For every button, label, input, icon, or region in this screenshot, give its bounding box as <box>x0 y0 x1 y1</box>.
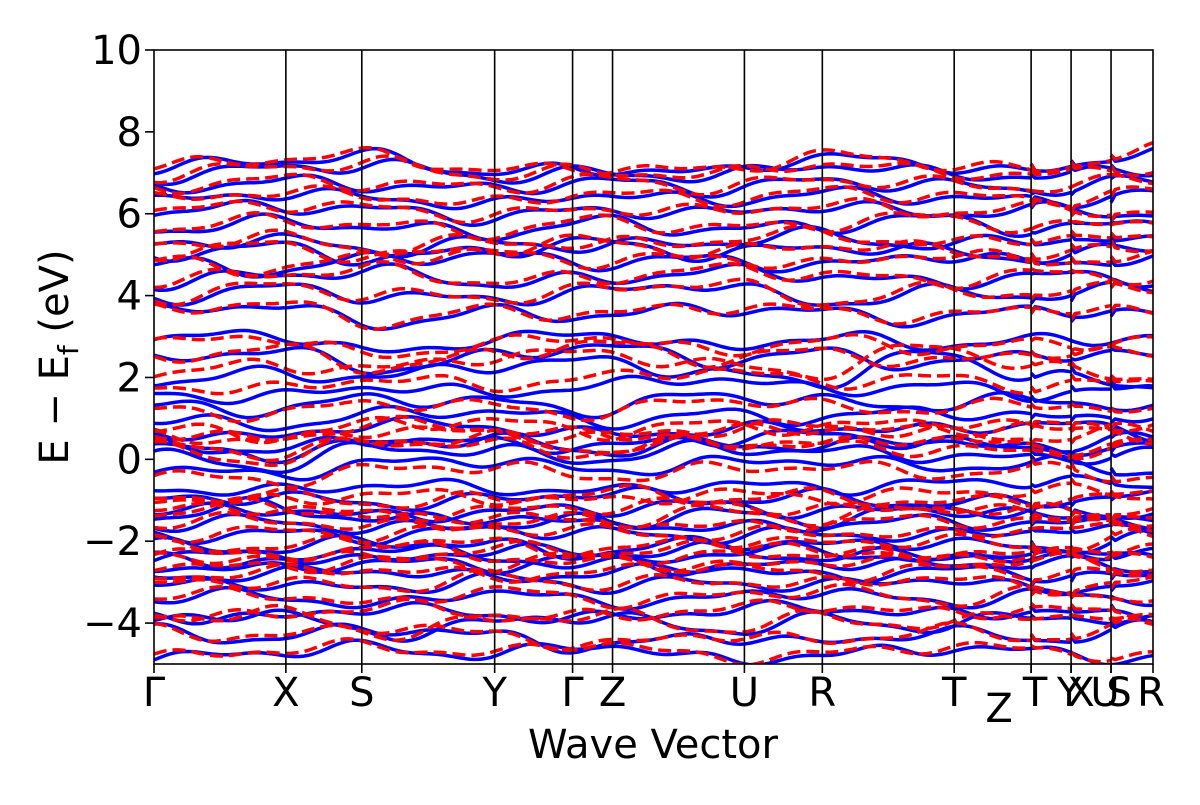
band-line-dashed-red <box>154 154 1153 185</box>
x-tick-label: U <box>730 670 759 716</box>
band-line-solid-blue <box>154 343 1153 376</box>
y-tick-label: 4 <box>117 274 142 320</box>
x-tick-label: Z <box>599 670 626 716</box>
band-line-dashed-red <box>154 415 1153 445</box>
band-line-dashed-red <box>154 396 1153 424</box>
x-tick-label: T <box>1022 670 1048 716</box>
band-line-dashed-red <box>154 637 1153 664</box>
band-line-solid-blue <box>154 471 1153 497</box>
band-line-dashed-red <box>154 428 1153 463</box>
y-axis-label: E − Ef (eV) <box>32 249 85 464</box>
band-line-solid-blue <box>154 173 1153 199</box>
band-line-solid-blue <box>154 235 1153 267</box>
y-axis-label-main: E − E <box>32 355 78 465</box>
band-line-solid-blue <box>154 511 1153 536</box>
band-line-dashed-red <box>154 339 1153 376</box>
band-line-dashed-red <box>154 211 1153 242</box>
x-tick-label: X <box>1067 670 1094 716</box>
x-tick-label: Y <box>1056 670 1082 716</box>
x-tick-label: Y <box>481 670 507 716</box>
bands-layer <box>154 140 1153 664</box>
band-line-solid-blue <box>154 438 1153 475</box>
plot-frame <box>153 49 1154 665</box>
y-tick-label: 8 <box>117 110 142 156</box>
high-symmetry-lines <box>285 50 1112 664</box>
band-line-dashed-red <box>154 496 1153 530</box>
band-line-dashed-red <box>154 414 1153 446</box>
y-axis-ticks: −4 −2 0 2 4 6 8 10 <box>83 28 154 647</box>
band-line-dashed-red <box>154 233 1153 264</box>
x-tick-label: U <box>1090 670 1119 716</box>
band-line-solid-blue <box>154 374 1153 406</box>
band-line-solid-blue <box>154 328 1153 354</box>
band-line-dashed-red <box>154 343 1153 382</box>
band-line-dashed-red <box>154 172 1153 197</box>
x-tick-label: Γ <box>143 670 166 716</box>
band-line-solid-blue <box>154 638 1153 664</box>
y-tick-label: 0 <box>117 437 142 483</box>
y-axis-label-sub: f <box>52 344 85 355</box>
x-tick-label: S <box>349 670 374 716</box>
band-line-dashed-red <box>154 458 1153 489</box>
band-line-dashed-red <box>154 603 1153 642</box>
x-tick-label: T <box>941 670 967 716</box>
x-tick-label: Γ <box>561 670 584 716</box>
band-line-dashed-red <box>154 567 1153 599</box>
y-tick-label: 6 <box>117 192 142 238</box>
band-line-dashed-red <box>154 539 1153 566</box>
band-line-dashed-red <box>154 562 1153 586</box>
band-line-dashed-red <box>154 582 1153 611</box>
y-tick-label: 10 <box>91 28 142 74</box>
band-line-dashed-red <box>154 617 1153 652</box>
band-line-solid-blue <box>154 198 1153 228</box>
band-line-solid-blue <box>154 349 1153 390</box>
band-line-dashed-red <box>154 510 1153 534</box>
y-tick-label: −4 <box>83 601 142 647</box>
band-line-dashed-red <box>154 300 1153 332</box>
band-line-dashed-red <box>154 496 1153 525</box>
band-line-solid-blue <box>154 431 1153 465</box>
x-tick-label: Z <box>985 686 1012 732</box>
band-line-solid-blue <box>154 561 1153 588</box>
x-tick-label: R <box>1137 670 1165 716</box>
band-line-solid-blue <box>154 404 1153 433</box>
y-tick-label: 2 <box>117 355 142 401</box>
band-line-solid-blue <box>154 390 1153 420</box>
band-line-dashed-red <box>154 521 1153 545</box>
band-line-dashed-red <box>154 333 1153 360</box>
band-line-dashed-red <box>154 434 1153 467</box>
band-line-dashed-red <box>154 140 1153 177</box>
band-line-dashed-red <box>154 367 1153 396</box>
band-line-dashed-red <box>154 259 1153 291</box>
band-line-solid-blue <box>154 157 1153 187</box>
band-line-dashed-red <box>154 597 1153 627</box>
band-line-dashed-red <box>154 224 1153 257</box>
y-axis-label-tail: (eV) <box>32 249 78 345</box>
band-line-solid-blue <box>154 224 1153 259</box>
band-line-solid-blue <box>154 146 1153 178</box>
y-tick-label: −2 <box>83 519 142 565</box>
band-line-dashed-red <box>154 184 1153 213</box>
x-tick-label: X <box>272 670 299 716</box>
band-line-solid-blue <box>154 280 1153 307</box>
band-line-solid-blue <box>154 212 1153 242</box>
band-line-dashed-red <box>154 247 1153 278</box>
band-line-dashed-red <box>154 477 1153 507</box>
band-line-dashed-red <box>154 277 1153 308</box>
x-axis-label: Wave Vector <box>528 722 779 768</box>
x-tick-label: R <box>808 670 836 716</box>
x-tick-label: S <box>1106 670 1131 716</box>
band-line-solid-blue <box>154 520 1153 547</box>
